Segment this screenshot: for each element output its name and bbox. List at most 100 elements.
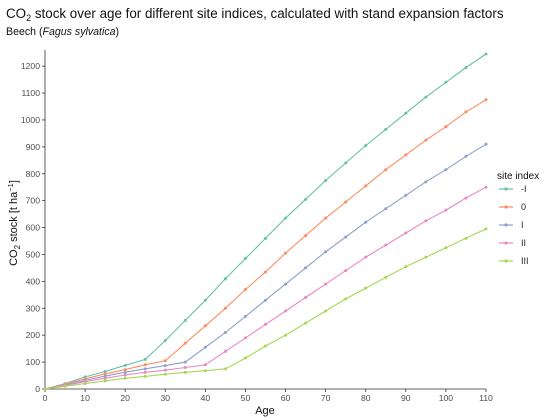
- data-point: [123, 370, 127, 374]
- data-point: [183, 360, 187, 364]
- data-point: [83, 382, 87, 386]
- data-point: [444, 246, 448, 250]
- x-tick-label: 70: [321, 393, 331, 403]
- data-point: [163, 359, 167, 363]
- x-axis: 0 10 20 30 40 50 60 70 80 90 100 110: [43, 388, 493, 403]
- data-point: [384, 275, 388, 279]
- data-point: [103, 379, 107, 383]
- data-point: [444, 125, 448, 129]
- y-tick-label: 1100: [22, 88, 41, 98]
- data-point: [324, 216, 328, 220]
- data-point: [203, 363, 207, 367]
- data-point: [223, 331, 227, 334]
- plot-lines: [43, 52, 488, 391]
- legend-key-point: [504, 223, 508, 227]
- data-point: [324, 309, 328, 313]
- data-point: [143, 367, 147, 371]
- y-tick-label: 200: [26, 330, 41, 340]
- y-tick-label: 700: [26, 196, 41, 206]
- y-tick-label: 300: [26, 303, 41, 313]
- data-point: [103, 376, 107, 380]
- data-point: [464, 154, 468, 158]
- data-point: [344, 200, 348, 204]
- data-point: [103, 372, 107, 376]
- data-point: [264, 344, 267, 348]
- data-point: [424, 255, 428, 259]
- data-point: [183, 341, 187, 345]
- data-point: [63, 384, 67, 388]
- data-point: [424, 138, 428, 142]
- data-point: [444, 168, 448, 172]
- legend-label: -I: [521, 184, 527, 194]
- series-III: [43, 227, 488, 391]
- data-point: [163, 372, 167, 376]
- y-tick-label: 800: [26, 169, 41, 179]
- data-point: [243, 356, 247, 360]
- series--I: [43, 52, 488, 391]
- y-tick-label: 400: [26, 276, 41, 286]
- y-tick-label: 600: [26, 223, 41, 233]
- data-point: [264, 298, 267, 302]
- data-point: [444, 80, 448, 84]
- data-point: [163, 364, 167, 368]
- data-point: [243, 314, 247, 318]
- data-point: [284, 216, 288, 220]
- data-point: [183, 318, 187, 322]
- data-point: [384, 168, 388, 172]
- legend-title: site index: [497, 171, 539, 182]
- data-point: [123, 376, 127, 380]
- x-tick-label: 20: [120, 393, 130, 403]
- data-point: [223, 306, 227, 310]
- x-axis-title: Age: [255, 405, 275, 417]
- data-point: [163, 368, 167, 372]
- series-line: [44, 53, 487, 390]
- data-point: [364, 255, 368, 259]
- data-point: [404, 193, 408, 197]
- x-tick-label: 10: [80, 393, 90, 403]
- series-line: [44, 228, 487, 390]
- data-point: [284, 333, 288, 337]
- data-point: [444, 208, 448, 212]
- data-point: [123, 368, 127, 372]
- data-point: [344, 269, 348, 273]
- data-point: [324, 178, 328, 182]
- y-tick-label: 900: [26, 142, 41, 152]
- legend-key-point: [504, 187, 508, 191]
- data-point: [344, 235, 348, 239]
- legend-label: II: [521, 238, 526, 248]
- data-point: [344, 161, 348, 165]
- data-point: [384, 127, 388, 131]
- data-point: [123, 373, 127, 377]
- data-point: [243, 336, 247, 340]
- data-point: [143, 357, 147, 361]
- data-point: [163, 339, 167, 343]
- y-tick-label: 1000: [21, 115, 40, 125]
- data-point: [143, 363, 147, 367]
- x-tick-label: 90: [401, 393, 411, 403]
- y-tick-label: 500: [26, 249, 41, 259]
- y-tick-label: 1200: [21, 61, 40, 71]
- data-point: [364, 184, 368, 188]
- data-point: [284, 282, 288, 286]
- data-point: [424, 219, 428, 223]
- data-point: [304, 266, 308, 270]
- data-point: [43, 387, 47, 391]
- chart-subtitle: Beech (Fagus sylvatica): [6, 26, 119, 38]
- series-I: [43, 142, 488, 391]
- data-point: [264, 270, 267, 274]
- x-tick-label: 50: [241, 393, 251, 403]
- data-point: [404, 265, 408, 269]
- data-point: [484, 98, 488, 102]
- data-point: [123, 363, 127, 367]
- legend-item--I: -I: [499, 184, 527, 194]
- data-point: [223, 367, 227, 371]
- data-point: [424, 95, 428, 99]
- data-point: [264, 322, 267, 326]
- data-point: [183, 370, 187, 374]
- data-point: [223, 277, 227, 281]
- data-point: [183, 365, 187, 369]
- data-point: [404, 231, 408, 235]
- chart-title: CO2 stock over age for different site in…: [6, 6, 504, 23]
